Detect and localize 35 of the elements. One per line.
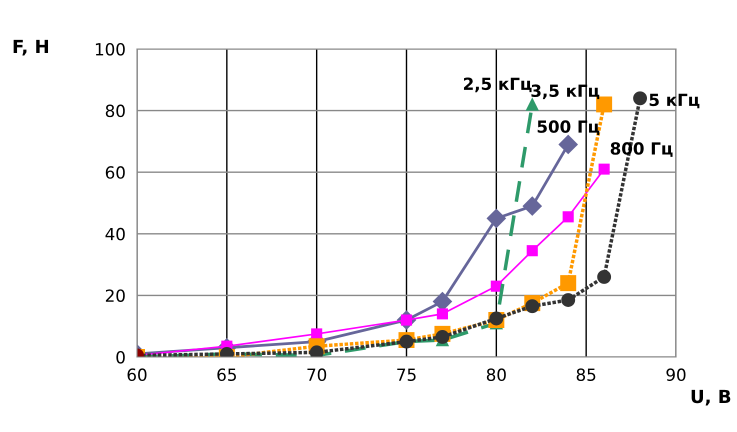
x-tick-label: 65: [217, 368, 236, 382]
point: [522, 196, 542, 216]
x-tick-label: 80: [486, 368, 506, 382]
point: [560, 275, 576, 292]
point: [526, 245, 538, 256]
point: [561, 293, 576, 307]
point: [597, 270, 612, 284]
x-axis-title: U, B: [692, 390, 730, 406]
point: [633, 91, 648, 106]
y-axis-title: F, H: [14, 40, 48, 56]
x-tick-label: 75: [397, 368, 416, 382]
y-tick-label: 40: [105, 228, 125, 240]
x-tick-label: 70: [307, 368, 326, 382]
x-tick-label: 60: [128, 368, 146, 382]
point: [526, 98, 539, 111]
y-tick-label: 60: [106, 166, 125, 179]
point: [436, 308, 448, 320]
point: [489, 312, 504, 326]
point: [486, 208, 506, 228]
x-tick-label: 85: [576, 368, 596, 382]
point: [310, 345, 324, 357]
point: [435, 330, 450, 344]
series-label: 800 Гц: [610, 142, 673, 157]
y-tick-label: 80: [106, 104, 125, 118]
y-tick-label: 20: [106, 289, 125, 302]
point: [598, 164, 610, 175]
series-label: 5 кГц: [650, 94, 700, 108]
x-tick-label: 90: [666, 368, 686, 382]
y-tick-label: 0: [116, 350, 125, 364]
point: [558, 134, 578, 154]
series-label: 2,5 кГц: [464, 77, 532, 92]
y-tick-label: 100: [96, 42, 125, 56]
point: [562, 211, 574, 222]
point: [490, 280, 502, 292]
point: [525, 299, 540, 314]
